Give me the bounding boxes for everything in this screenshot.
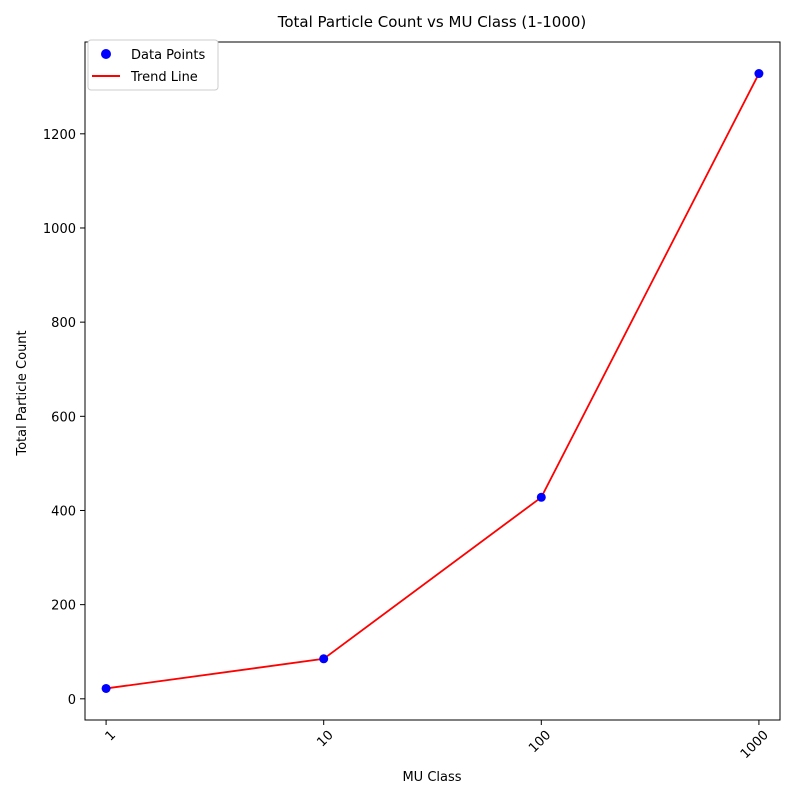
y-tick-label: 800: [51, 316, 76, 331]
x-axis-label: MU Class: [402, 770, 461, 785]
x-tick-label: 1000: [738, 728, 772, 762]
data-point: [754, 69, 764, 79]
legend: Data Points Trend Line: [87, 39, 219, 91]
y-tick-label: 600: [51, 410, 76, 425]
data-point: [319, 654, 329, 664]
y-tick-label: 400: [51, 504, 76, 519]
y-tick-label: 1000: [43, 222, 76, 237]
y-tick-label: 1200: [43, 128, 76, 143]
y-axis-label: Total Particle Count: [15, 330, 30, 456]
plot-frame: [84, 41, 781, 721]
x-tick-label: 100: [526, 728, 554, 756]
legend-label-trend-line: Trend Line: [130, 70, 198, 85]
series-line-trend-line: [105, 73, 760, 690]
legend-label-data-points: Data Points: [131, 48, 205, 63]
chart-title: Total Particle Count vs MU Class (1-1000…: [277, 13, 587, 31]
y-tick-label: 200: [51, 599, 76, 614]
y-tick-label: 0: [68, 693, 76, 708]
x-tick-label: 10: [314, 728, 336, 750]
data-point: [101, 683, 111, 693]
legend-frame: [87, 39, 219, 91]
x-tick-label: 1: [103, 728, 119, 744]
plot-area: 0 200 400 600 800 1000 1200 1 10 100 1000: [43, 41, 781, 762]
data-point: [536, 492, 546, 502]
legend-marker-data-points: [101, 49, 111, 59]
